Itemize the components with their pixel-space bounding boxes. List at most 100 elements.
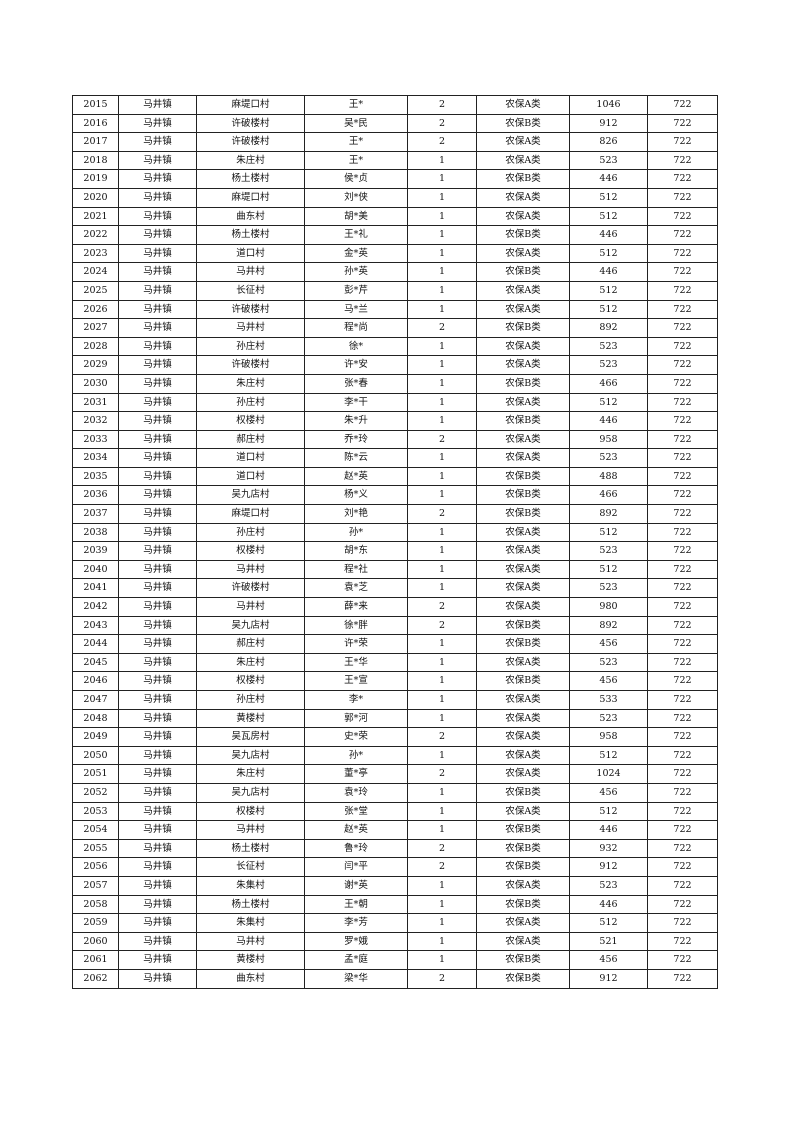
table-row: 2038 马井镇 孙庄村 孙* 1 农保A类 512 722 [72,522,718,543]
cell-village: 马井村 [196,262,305,282]
cell-household-size: 1 [407,522,477,543]
cell-village: 孙庄村 [196,522,305,543]
cell-household-size: 1 [407,299,477,320]
cell-insurance-category: 农保B类 [476,504,570,524]
cell-standard: 722 [647,466,718,487]
cell-village: 郝庄村 [196,429,305,450]
cell-household-size: 2 [407,968,477,989]
cell-town: 马井镇 [118,541,197,561]
table-row: 2015 马井镇 麻堤口村 王* 2 农保A类 1046 722 [72,95,718,115]
cell-insurance-category: 农保A类 [476,336,570,357]
cell-household-size: 1 [407,950,477,970]
cell-village: 许破楼村 [196,578,305,599]
table-row: 2036 马井镇 吴九店村 杨*义 1 农保B类 466 722 [72,485,718,506]
cell-town: 马井镇 [118,206,197,227]
cell-town: 马井镇 [118,262,197,282]
cell-village: 孙庄村 [196,336,305,357]
cell-insurance-category: 农保A类 [476,578,570,599]
cell-row-number: 2029 [72,355,119,375]
cell-amount: 521 [569,931,648,952]
table-row: 2022 马井镇 杨土楼村 王*礼 1 农保B类 446 722 [72,225,718,245]
cell-amount: 523 [569,541,648,561]
cell-standard: 722 [647,318,718,338]
cell-town: 马井镇 [118,299,197,320]
cell-town: 马井镇 [118,559,197,580]
cell-row-number: 2024 [72,262,119,282]
cell-standard: 722 [647,708,718,729]
table-body: 2015 马井镇 麻堤口村 王* 2 农保A类 1046 722 2016 马井镇 许破楼村 吴*民 2… [72,95,718,989]
table-row: 2056 马井镇 长征村 闫*平 2 农保B类 912 722 [72,857,718,877]
cell-insurance-category: 农保A类 [476,448,570,468]
cell-household-size: 1 [407,690,477,710]
cell-town: 马井镇 [118,801,197,822]
cell-village: 孙庄村 [196,690,305,710]
cell-standard: 722 [647,169,718,189]
table-row: 2023 马井镇 道口村 金*英 1 农保A类 512 722 [72,243,718,264]
cell-name: 王* [304,132,408,152]
table-row: 2039 马井镇 权楼村 胡*东 1 农保A类 523 722 [72,541,718,561]
table-row: 2042 马井镇 马井村 薛*来 2 农保A类 980 722 [72,597,718,617]
cell-name: 孙*英 [304,262,408,282]
cell-row-number: 2022 [72,225,119,245]
cell-standard: 722 [647,578,718,599]
cell-amount: 826 [569,132,648,152]
table-row: 2058 马井镇 杨土楼村 王*朝 1 农保B类 446 722 [72,894,718,915]
cell-row-number: 2016 [72,113,119,134]
cell-name: 王*朝 [304,894,408,915]
cell-name: 程*社 [304,559,408,580]
cell-town: 马井镇 [118,820,197,840]
cell-household-size: 1 [407,913,477,933]
table-row: 2016 马井镇 许破楼村 吴*民 2 农保B类 912 722 [72,113,718,134]
cell-amount: 523 [569,708,648,729]
cell-amount: 512 [569,299,648,320]
cell-name: 乔*玲 [304,429,408,450]
cell-household-size: 2 [407,727,477,747]
cell-standard: 722 [647,615,718,636]
table-row: 2048 马井镇 黄楼村 郭*河 1 农保A类 523 722 [72,708,718,729]
table-row: 2027 马井镇 马井村 程*尚 2 农保B类 892 722 [72,318,718,338]
cell-household-size: 1 [407,894,477,915]
cell-household-size: 1 [407,280,477,301]
table-row: 2051 马井镇 朱庄村 董*亭 2 农保A类 1024 722 [72,764,718,784]
cell-name: 许*安 [304,355,408,375]
cell-insurance-category: 农保B类 [476,838,570,859]
cell-row-number: 2062 [72,968,119,989]
cell-amount: 512 [569,913,648,933]
cell-village: 权楼村 [196,801,305,822]
cell-standard: 722 [647,485,718,506]
table-row: 2026 马井镇 许破楼村 马*兰 1 农保A类 512 722 [72,299,718,320]
cell-standard: 722 [647,875,718,896]
cell-household-size: 1 [407,875,477,896]
cell-town: 马井镇 [118,132,197,152]
table-row: 2024 马井镇 马井村 孙*英 1 农保B类 446 722 [72,262,718,282]
cell-household-size: 1 [407,466,477,487]
cell-insurance-category: 农保B类 [476,466,570,487]
cell-town: 马井镇 [118,652,197,673]
cell-amount: 523 [569,336,648,357]
cell-household-size: 1 [407,541,477,561]
cell-village: 马井村 [196,931,305,952]
cell-insurance-category: 农保A类 [476,745,570,766]
cell-row-number: 2043 [72,615,119,636]
cell-row-number: 2030 [72,373,119,394]
cell-insurance-category: 农保B类 [476,634,570,654]
cell-town: 马井镇 [118,950,197,970]
cell-insurance-category: 农保A类 [476,299,570,320]
cell-village: 许破楼村 [196,299,305,320]
table-row: 2054 马井镇 马井村 赵*英 1 农保B类 446 722 [72,820,718,840]
cell-village: 吴九店村 [196,485,305,506]
cell-standard: 722 [647,95,718,115]
table-row: 2062 马井镇 曲东村 梁*华 2 农保B类 912 722 [72,968,718,989]
cell-town: 马井镇 [118,485,197,506]
cell-row-number: 2041 [72,578,119,599]
cell-town: 马井镇 [118,671,197,691]
cell-row-number: 2055 [72,838,119,859]
cell-name: 薛*来 [304,597,408,617]
cell-household-size: 1 [407,150,477,171]
cell-name: 李*芳 [304,913,408,933]
cell-standard: 722 [647,857,718,877]
cell-name: 马*兰 [304,299,408,320]
cell-town: 马井镇 [118,318,197,338]
cell-household-size: 1 [407,355,477,375]
cell-name: 张*堂 [304,801,408,822]
